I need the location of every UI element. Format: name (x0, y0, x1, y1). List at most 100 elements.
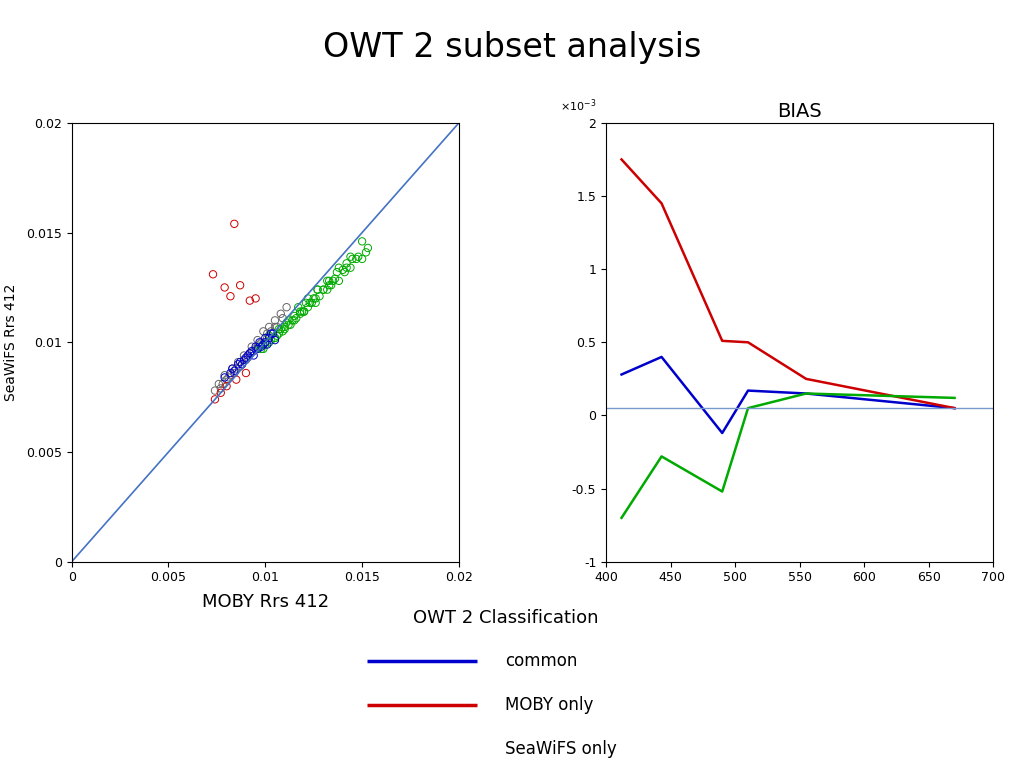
Point (354, 235, 371, 247)
Point (248, 343, 264, 355)
Point (319, 283, 336, 296)
Point (305, 293, 322, 305)
Point (338, 262, 354, 274)
Point (338, 257, 354, 270)
Point (294, 306, 310, 318)
Point (342, 262, 358, 274)
Point (228, 362, 245, 375)
Point (216, 281, 232, 293)
Point (288, 312, 304, 324)
Point (263, 334, 280, 346)
Point (233, 358, 250, 370)
Text: SeaWiFS only: SeaWiFS only (505, 740, 616, 758)
Point (272, 323, 289, 336)
Point (348, 253, 365, 265)
Point (240, 349, 256, 362)
Point (216, 369, 232, 382)
Point (238, 367, 254, 379)
Point (267, 332, 284, 344)
Point (257, 336, 273, 349)
Point (240, 352, 256, 364)
Title: BIAS: BIAS (777, 102, 822, 121)
Point (251, 336, 267, 349)
Point (335, 263, 351, 276)
Point (226, 217, 243, 230)
Point (230, 356, 247, 368)
Point (315, 283, 332, 296)
Point (286, 314, 302, 326)
Point (309, 283, 326, 296)
Point (242, 294, 258, 306)
Point (300, 301, 316, 313)
Point (253, 343, 269, 355)
Point (236, 354, 252, 366)
Point (281, 319, 297, 331)
Point (292, 308, 308, 320)
Point (259, 339, 275, 351)
Point (274, 312, 291, 324)
Point (286, 310, 302, 322)
Point (261, 329, 278, 342)
Point (253, 336, 269, 349)
Point (207, 393, 223, 406)
Point (329, 266, 345, 278)
Point (350, 250, 367, 263)
Point (251, 340, 267, 353)
Point (244, 340, 260, 353)
Point (298, 296, 314, 309)
Point (261, 321, 278, 333)
Point (319, 275, 336, 287)
Point (233, 358, 250, 370)
Point (270, 327, 287, 339)
Point (272, 308, 289, 320)
Point (259, 327, 275, 339)
Point (311, 290, 328, 303)
Point (279, 301, 295, 313)
Point (279, 316, 295, 329)
Point (205, 268, 221, 280)
Point (359, 242, 376, 254)
Point (331, 275, 347, 287)
Point (224, 362, 241, 375)
Point (231, 279, 248, 291)
Point (257, 332, 273, 344)
Text: $\times 10^{-3}$: $\times 10^{-3}$ (559, 98, 596, 114)
Point (261, 336, 278, 349)
Point (302, 296, 318, 309)
Point (290, 301, 306, 313)
Point (263, 325, 280, 337)
Point (220, 371, 237, 383)
Text: OWT 2 subset analysis: OWT 2 subset analysis (323, 31, 701, 64)
Point (250, 334, 266, 346)
Point (207, 385, 223, 397)
Point (268, 329, 285, 342)
Point (276, 321, 293, 333)
Point (337, 266, 353, 278)
Point (222, 369, 239, 382)
Point (276, 323, 293, 336)
Point (253, 340, 269, 353)
Point (267, 334, 284, 346)
Point (218, 380, 234, 392)
X-axis label: MOBY Rrs 412: MOBY Rrs 412 (202, 593, 329, 611)
Point (231, 360, 248, 372)
Point (267, 321, 284, 333)
Point (255, 343, 271, 355)
Point (211, 378, 227, 390)
Point (300, 293, 316, 305)
Point (285, 314, 301, 326)
Point (274, 325, 291, 337)
Point (344, 253, 360, 265)
Point (321, 275, 337, 287)
Point (218, 373, 234, 386)
Point (226, 365, 243, 377)
Point (323, 279, 339, 291)
Point (255, 339, 271, 351)
Point (307, 293, 324, 305)
Point (214, 378, 230, 390)
Point (357, 247, 374, 259)
Point (238, 354, 254, 366)
Point (261, 332, 278, 344)
Point (242, 347, 258, 359)
Point (216, 371, 232, 383)
